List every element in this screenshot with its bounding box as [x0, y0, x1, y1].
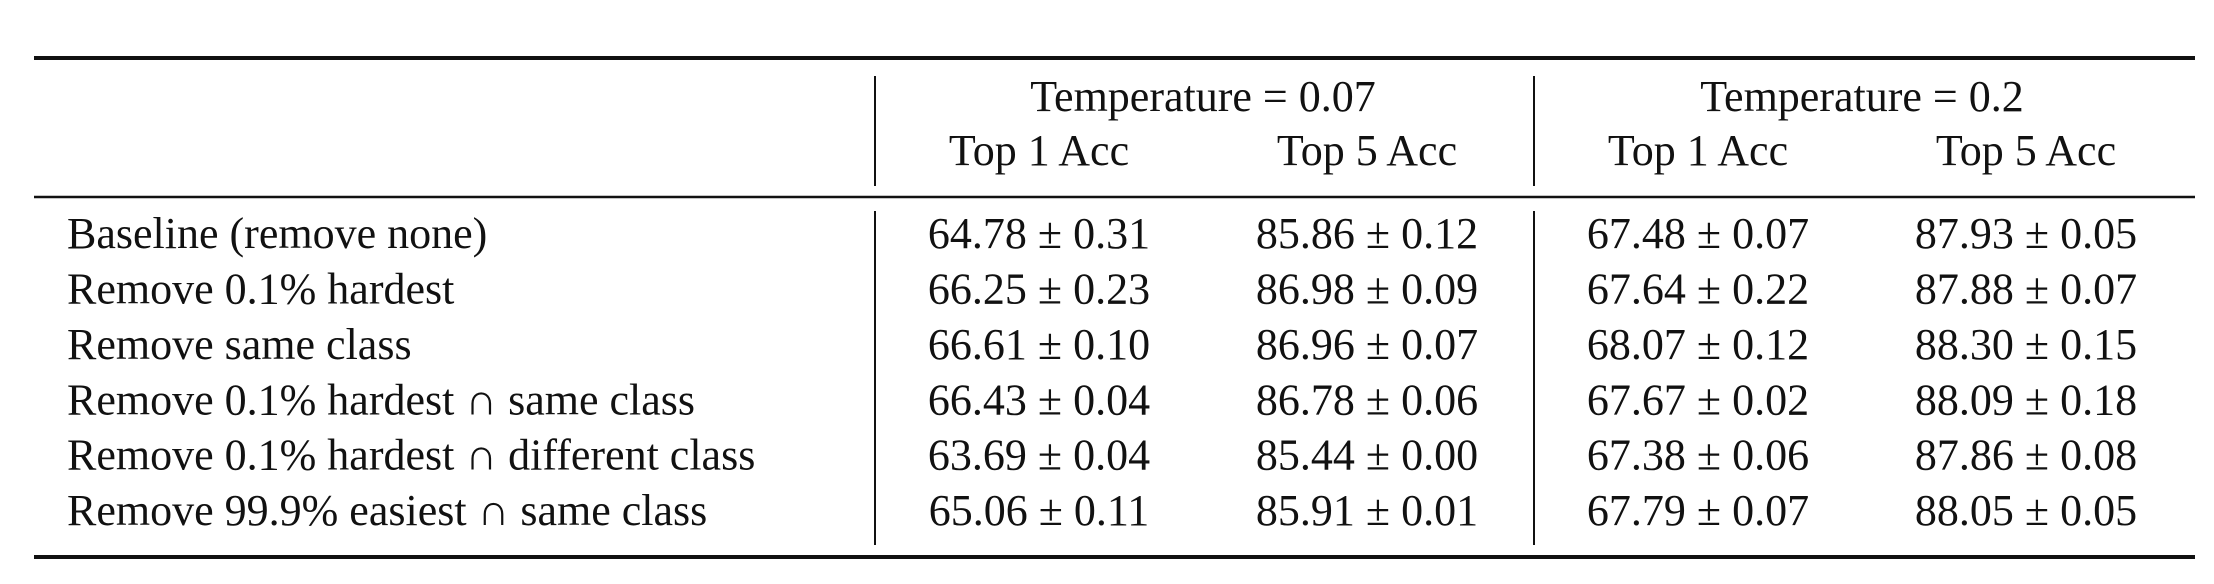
cell: 67.48 ± 0.07 — [1587, 209, 1809, 258]
cell: 87.93 ± 0.05 — [1915, 209, 2137, 258]
cell: 86.98 ± 0.09 — [1256, 264, 1478, 313]
row-label: Remove 0.1% hardest ∩ same class — [67, 375, 695, 424]
row-label: Remove 0.1% hardest ∩ different class — [67, 431, 755, 480]
column-header: Top 5 Acc — [1936, 126, 2116, 175]
cell: 86.78 ± 0.06 — [1256, 375, 1478, 424]
row-label: Remove 99.9% easiest ∩ same class — [67, 486, 707, 535]
cell: 88.09 ± 0.18 — [1915, 375, 2137, 424]
cell: 67.38 ± 0.06 — [1587, 431, 1809, 480]
cell: 66.25 ± 0.23 — [928, 264, 1150, 313]
cell: 65.06 ± 0.11 — [929, 486, 1150, 535]
cell: 63.69 ± 0.04 — [928, 431, 1150, 480]
group-header: Temperature = 0.2 — [1700, 72, 2024, 121]
cell: 86.96 ± 0.07 — [1256, 320, 1478, 369]
cell: 64.78 ± 0.31 — [928, 209, 1150, 258]
cell: 67.79 ± 0.07 — [1587, 486, 1809, 535]
column-header: Top 1 Acc — [949, 126, 1129, 175]
cell: 66.61 ± 0.10 — [928, 320, 1150, 369]
column-header: Top 1 Acc — [1608, 126, 1788, 175]
cell: 85.44 ± 0.00 — [1256, 431, 1478, 480]
cell: 85.86 ± 0.12 — [1256, 209, 1478, 258]
group-header: Temperature = 0.07 — [1030, 72, 1376, 121]
cell: 85.91 ± 0.01 — [1256, 486, 1478, 535]
cell: 67.67 ± 0.02 — [1587, 375, 1809, 424]
cell: 88.30 ± 0.15 — [1915, 320, 2137, 369]
cell: 87.88 ± 0.07 — [1915, 264, 2137, 313]
row-label: Remove 0.1% hardest — [67, 264, 454, 313]
cell: 66.43 ± 0.04 — [928, 375, 1150, 424]
column-header: Top 5 Acc — [1277, 126, 1457, 175]
cell: 68.07 ± 0.12 — [1587, 320, 1809, 369]
cell: 88.05 ± 0.05 — [1915, 486, 2137, 535]
cell: 87.86 ± 0.08 — [1915, 431, 2137, 480]
row-label: Baseline (remove none) — [67, 209, 487, 258]
cell: 67.64 ± 0.22 — [1587, 264, 1809, 313]
row-label: Remove same class — [67, 320, 412, 369]
